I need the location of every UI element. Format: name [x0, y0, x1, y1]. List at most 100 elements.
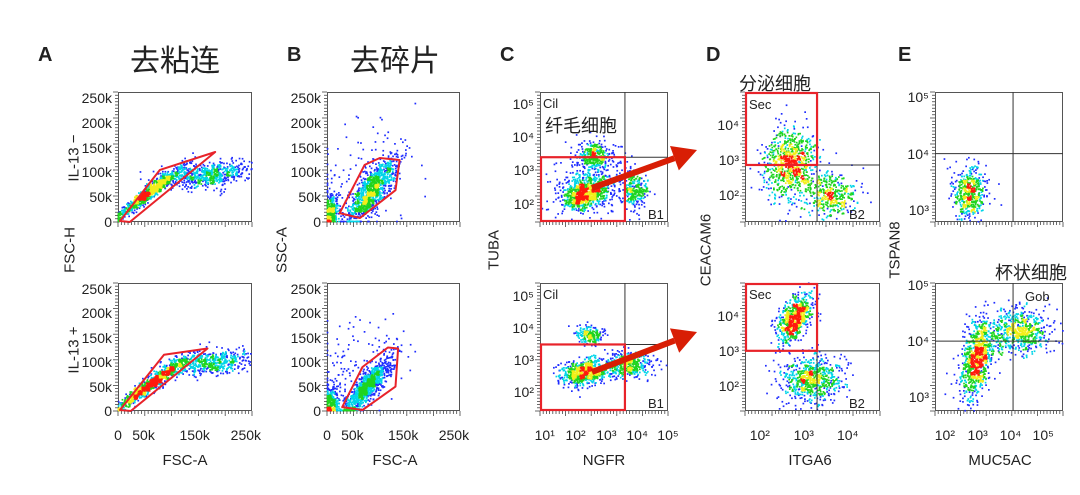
data-point [192, 176, 195, 179]
data-point [178, 170, 180, 173]
data-point [326, 387, 329, 390]
data-point [238, 362, 241, 364]
data-point [179, 358, 182, 361]
data-point [198, 358, 200, 361]
data-point [214, 183, 216, 185]
data-point [181, 372, 183, 374]
data-point [335, 211, 338, 213]
data-point [194, 176, 197, 178]
data-point [326, 377, 329, 380]
data-point [331, 218, 333, 221]
data-point [198, 350, 201, 352]
data-point [196, 357, 199, 360]
data-point [230, 367, 232, 370]
data-point [163, 175, 165, 178]
data-point [206, 186, 209, 189]
data-point [159, 184, 162, 187]
data-point [368, 206, 371, 209]
data-point [193, 177, 196, 180]
y-axis-label: FSC-H [61, 227, 79, 273]
data-point [147, 389, 150, 392]
data-point [332, 362, 334, 364]
data-point [179, 163, 182, 166]
data-point [377, 177, 380, 179]
data-point [228, 359, 231, 362]
data-point [140, 199, 142, 201]
data-point [162, 184, 165, 186]
data-point [122, 218, 124, 220]
data-point [356, 383, 359, 386]
data-point [387, 155, 390, 157]
data-point [367, 202, 370, 205]
data-point [144, 190, 147, 193]
data-point [124, 399, 127, 401]
data-point [385, 182, 387, 185]
data-point [185, 357, 188, 359]
data-point [377, 200, 380, 202]
data-point [147, 179, 150, 181]
data-point [156, 379, 159, 382]
data-point [173, 360, 176, 362]
data-point [345, 400, 348, 402]
data-point [217, 362, 219, 364]
data-point [328, 187, 331, 190]
data-point [138, 198, 141, 201]
data-point [230, 181, 232, 184]
data-point [354, 193, 357, 195]
data-point [227, 178, 229, 181]
data-point [172, 180, 174, 183]
data-point [385, 177, 388, 180]
data-point [214, 361, 217, 364]
data-point [207, 172, 209, 174]
data-point [362, 373, 365, 375]
data-point [168, 182, 171, 184]
data-point [370, 404, 373, 406]
data-point [191, 355, 194, 358]
data-point [346, 220, 349, 223]
data-point [369, 176, 372, 178]
y-tick-label: 50k [298, 189, 321, 206]
y-tick-label: 200k [81, 305, 112, 322]
data-point [166, 171, 169, 174]
data-point [363, 185, 365, 188]
data-point [357, 202, 360, 204]
data-point [194, 186, 197, 189]
data-point [395, 153, 398, 155]
data-point [250, 353, 252, 355]
data-point [326, 379, 329, 382]
data-point [155, 370, 157, 373]
data-point [358, 189, 360, 192]
data-point [232, 361, 235, 364]
data-point [377, 389, 380, 391]
data-point [348, 220, 351, 223]
data-point [152, 386, 154, 389]
data-point [379, 358, 382, 361]
data-point [223, 166, 225, 169]
data-point [381, 196, 384, 199]
data-point [226, 368, 228, 370]
data-point [187, 358, 189, 360]
data-point [210, 177, 213, 179]
data-point [205, 181, 208, 184]
data-point [153, 370, 155, 373]
data-point [193, 375, 196, 378]
data-point [197, 185, 199, 187]
data-point [165, 369, 168, 372]
data-point [181, 188, 184, 191]
data-point [368, 216, 371, 219]
data-point [363, 211, 365, 214]
data-point [385, 334, 388, 337]
data-point [148, 192, 151, 194]
data-point [178, 363, 181, 365]
data-point [328, 207, 330, 210]
data-point [224, 169, 227, 172]
data-point [214, 369, 217, 371]
data-point [138, 395, 140, 397]
data-point [179, 364, 182, 367]
data-point [142, 204, 144, 207]
data-point [364, 181, 366, 184]
data-point [402, 141, 404, 144]
data-point [148, 383, 150, 386]
data-point [199, 169, 201, 172]
data-point [149, 187, 151, 189]
